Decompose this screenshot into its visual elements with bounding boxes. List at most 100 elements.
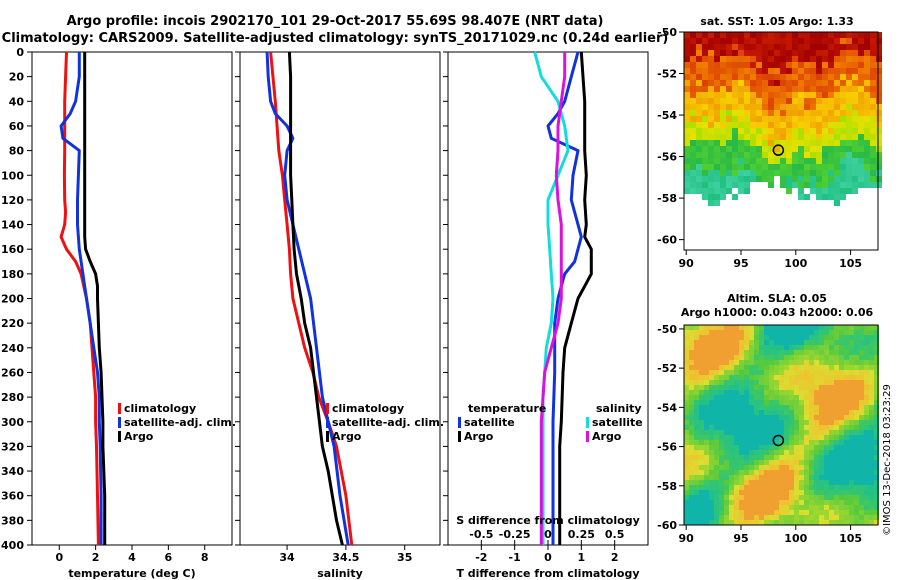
temperature-xtick-label: 8 <box>201 551 209 564</box>
sst-map-argo-marker <box>772 144 785 156</box>
sst-map-ytick-label: -56 <box>657 151 677 164</box>
sla-map-title: Altim. SLA: 0.05 <box>727 292 827 305</box>
difference-xtick-label: 2 <box>611 551 619 564</box>
salinity-legend-label: satellite-adj. clim. <box>332 416 444 429</box>
temperature-xtick-label: 6 <box>165 551 173 564</box>
sst-map-ytick-label: -52 <box>657 68 677 81</box>
temperature-legend-swatch <box>118 417 121 428</box>
temperature-ytick-label: 340 <box>1 465 24 478</box>
sst-map-ytick-label: -50 <box>657 26 677 39</box>
sst-map-title: sat. SST: 1.05 Argo: 1.33 <box>700 15 853 28</box>
difference-s-legend-swatch <box>586 417 589 428</box>
temperature-ytick-label: 20 <box>9 71 25 84</box>
temperature-ytick-label: 200 <box>1 293 24 306</box>
temperature-xtick-label: 0 <box>55 551 63 564</box>
sla-map-ytick-label: -50 <box>657 323 677 336</box>
salinity-xtick-label: 34 <box>279 551 295 564</box>
temperature-ytick-label: 160 <box>1 243 24 256</box>
difference-xlabel-top: S difference from climatology <box>456 514 640 527</box>
temperature-ytick-label: 360 <box>1 490 24 503</box>
salinity-legend-swatch <box>326 417 329 428</box>
difference-xlabel: T difference from climatology <box>456 567 639 580</box>
sla-map-xtick-label: 105 <box>839 532 862 545</box>
temperature-ytick-label: 220 <box>1 317 24 330</box>
temperature-legend-label: climatology <box>124 402 196 415</box>
difference-s-legend-label: satellite <box>592 416 643 429</box>
difference-xtick-s-label: 0 <box>544 528 552 541</box>
sst-map-frame <box>683 31 879 251</box>
difference-xtick-label: 1 <box>578 551 586 564</box>
sst-map-xtick-label: 105 <box>839 257 862 270</box>
temperature-ytick-label: 260 <box>1 366 24 379</box>
sst-map-ytick-label: -58 <box>657 192 677 205</box>
salinity-panel: 34 34.5 35 salinity climatologysatellite-adj… <box>235 51 444 580</box>
sla-map-ytick-label: -52 <box>657 362 677 375</box>
salinity-legend-label: climatology <box>332 402 404 415</box>
difference-t-legend-label: Argo <box>464 430 494 443</box>
sla-map-xtick-label: 90 <box>679 532 695 545</box>
sla-heatmap-cells <box>684 325 879 525</box>
difference-legend-s-title: salinity <box>596 402 642 415</box>
temperature-ytick-label: 0 <box>16 46 24 59</box>
salinity-legend-label: Argo <box>332 430 362 443</box>
difference-series-argo <box>558 51 593 545</box>
figure-title-line2: Climatology: CARS2009. Satellite-adjuste… <box>2 31 669 46</box>
credit-stamp: ©IMOS 13-Dec-2018 03:23:29 <box>882 384 893 536</box>
salinity-xtick-label: 34.5 <box>332 551 359 564</box>
difference-panel: -2 -1 0 1 2 T difference from climatology temp… <box>443 51 649 580</box>
difference-xtick-s-label: -0.5 <box>469 528 493 541</box>
temperature-ytick-label: 400 <box>1 539 24 552</box>
temperature-ytick-label: 280 <box>1 391 24 404</box>
temperature-legend-label: Argo <box>124 430 154 443</box>
salinity-xlabel: salinity <box>317 567 363 580</box>
temperature-ytick-label: 40 <box>9 95 25 108</box>
temperature-ytick-label: 180 <box>1 268 24 281</box>
sla-map-ytick-label: -60 <box>657 519 677 532</box>
sla-map-xtick-label: 100 <box>784 532 807 545</box>
difference-frame <box>447 51 649 546</box>
temperature-ytick-label: 60 <box>9 120 25 133</box>
sla-map-argo-marker <box>772 434 785 447</box>
difference-legend-t-title: temperature <box>468 402 546 415</box>
sla-map-xtick-label: 95 <box>733 532 748 545</box>
temperature-legend-swatch <box>118 403 121 414</box>
temperature-series-argo <box>83 52 107 545</box>
difference-t-legend-label: satellite <box>464 416 515 429</box>
difference-s-legend-label: Argo <box>592 430 622 443</box>
temperature-legend-label: satellite-adj. clim. <box>124 416 236 429</box>
difference-series-satellite_t <box>546 51 583 545</box>
sst-heatmap-cells <box>684 32 882 206</box>
sst-map-xtick-label: 100 <box>784 257 807 270</box>
salinity-legend-swatch <box>326 403 329 414</box>
difference-xtick-s-label: 0.5 <box>605 528 625 541</box>
sst-map-xtick-label: 95 <box>733 257 748 270</box>
difference-xtick-label: 0 <box>544 551 552 564</box>
difference-xtick-s-label: 0.25 <box>568 528 595 541</box>
sla-map-ytick-label: -54 <box>657 401 677 414</box>
salinity-legend-swatch <box>326 431 329 442</box>
salinity-xtick-label: 35 <box>397 551 412 564</box>
difference-t-legend-swatch <box>458 431 461 442</box>
sst-map-ytick-label: -60 <box>657 234 677 247</box>
temperature-xtick-label: 4 <box>128 551 136 564</box>
temperature-ytick-label: 240 <box>1 342 24 355</box>
temperature-ytick-label: 100 <box>1 169 24 182</box>
temperature-ytick-label: 380 <box>1 514 24 527</box>
temperature-ytick-label: 120 <box>1 194 24 207</box>
temperature-legend-swatch <box>118 431 121 442</box>
difference-t-legend-swatch <box>458 417 461 428</box>
difference-s-legend-swatch <box>586 431 589 442</box>
sst-map-ytick-label: -54 <box>657 109 677 122</box>
temperature-ytick-label: 300 <box>1 416 24 429</box>
difference-series-argo_s <box>539 52 567 545</box>
temperature-ytick-label: 320 <box>1 440 24 453</box>
temperature-xtick-label: 2 <box>92 551 100 564</box>
sla-map-subtitle: Argo h1000: 0.043 h2000: 0.06 <box>681 306 874 319</box>
salinity-series-argo <box>287 51 344 546</box>
temperature-xlabel: temperature (deg C) <box>68 567 195 580</box>
temperature-ytick-label: 140 <box>1 219 24 232</box>
sla-map-ytick-label: -58 <box>657 480 677 493</box>
temperature-ytick-label: 80 <box>9 145 25 158</box>
difference-xtick-s-label: -0.25 <box>499 528 531 541</box>
